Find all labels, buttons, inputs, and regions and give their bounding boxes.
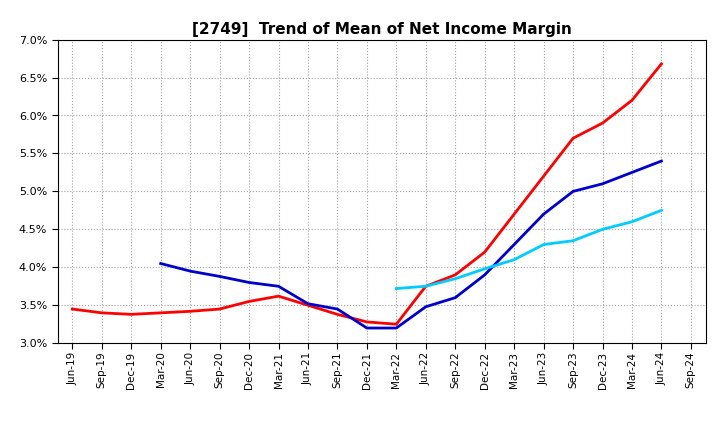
7 Years: [510, 257, 518, 262]
5 Years: [156, 261, 165, 266]
5 Years: [333, 306, 342, 312]
5 Years: [215, 274, 224, 279]
7 Years: [569, 238, 577, 243]
3 Years: [392, 322, 400, 327]
3 Years: [186, 309, 194, 314]
5 Years: [451, 295, 459, 300]
5 Years: [392, 326, 400, 331]
3 Years: [304, 303, 312, 308]
7 Years: [598, 227, 607, 232]
5 Years: [245, 280, 253, 285]
3 Years: [127, 312, 135, 317]
3 Years: [421, 284, 430, 289]
Text: [2749]  Trend of Mean of Net Income Margin: [2749] Trend of Mean of Net Income Margi…: [192, 22, 572, 37]
3 Years: [97, 310, 106, 315]
7 Years: [392, 286, 400, 291]
7 Years: [657, 208, 666, 213]
Line: 7 Years: 7 Years: [396, 210, 662, 289]
5 Years: [274, 284, 283, 289]
5 Years: [569, 189, 577, 194]
3 Years: [68, 306, 76, 312]
Line: 3 Years: 3 Years: [72, 64, 662, 324]
3 Years: [451, 272, 459, 278]
3 Years: [274, 293, 283, 299]
3 Years: [156, 310, 165, 315]
3 Years: [510, 212, 518, 217]
5 Years: [657, 158, 666, 164]
3 Years: [363, 319, 372, 325]
5 Years: [598, 181, 607, 187]
7 Years: [480, 266, 489, 271]
5 Years: [510, 242, 518, 247]
5 Years: [186, 268, 194, 274]
3 Years: [628, 98, 636, 103]
3 Years: [333, 312, 342, 317]
3 Years: [245, 299, 253, 304]
5 Years: [421, 304, 430, 309]
3 Years: [480, 249, 489, 255]
3 Years: [215, 306, 224, 312]
5 Years: [304, 301, 312, 306]
3 Years: [657, 61, 666, 66]
5 Years: [539, 212, 548, 217]
5 Years: [480, 272, 489, 278]
Line: 5 Years: 5 Years: [161, 161, 662, 328]
5 Years: [363, 326, 372, 331]
7 Years: [451, 276, 459, 281]
7 Years: [628, 219, 636, 224]
3 Years: [598, 121, 607, 126]
7 Years: [421, 284, 430, 289]
3 Years: [569, 136, 577, 141]
7 Years: [539, 242, 548, 247]
5 Years: [628, 170, 636, 175]
3 Years: [539, 174, 548, 179]
